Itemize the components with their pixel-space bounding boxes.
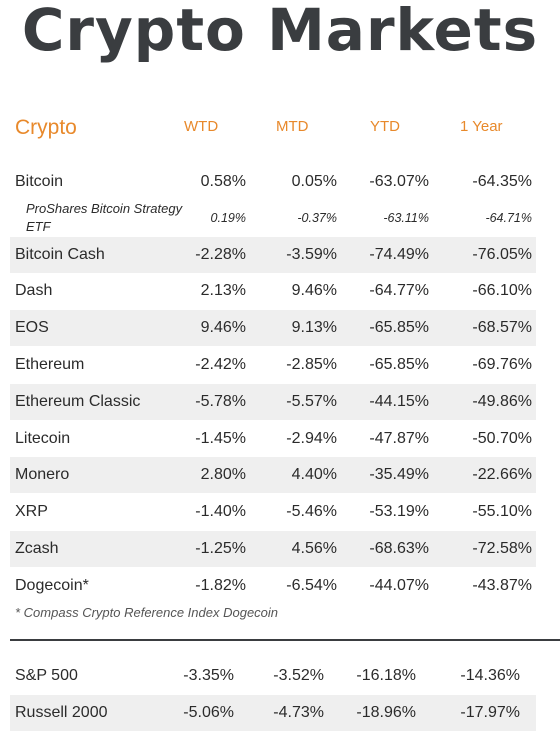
row-wtd: 2.80%: [200, 466, 246, 483]
table-row: EOS 9.46% 9.13% -65.85% -68.57%: [10, 310, 536, 346]
row-name: Ethereum Classic: [15, 393, 141, 410]
row-wtd: 0.58%: [200, 173, 246, 190]
row-name: ProShares Bitcoin Strategy ETF: [26, 201, 183, 234]
index-row: S&P 500 -3.35% -3.52% -16.18% -14.36%: [10, 658, 536, 694]
section-divider: [10, 639, 560, 641]
row-name: Russell 2000: [15, 704, 108, 721]
row-1-year: -68.57%: [472, 319, 532, 336]
row-1-year: -50.70%: [472, 430, 532, 447]
row-mtd: -2.94%: [286, 430, 337, 447]
row-name: Monero: [15, 466, 70, 483]
table-row: Litecoin -1.45% -2.94% -47.87% -50.70%: [10, 421, 536, 457]
row-1-year: -76.05%: [472, 246, 532, 263]
row-name: Dash: [15, 282, 53, 299]
row-ytd: -68.63%: [369, 540, 429, 557]
row-1-year: -64.35%: [472, 173, 532, 190]
row-ytd: -18.96%: [356, 704, 416, 721]
row-1-year: -14.36%: [460, 667, 520, 684]
row-name: Zcash: [15, 540, 59, 557]
row-1-year: -22.66%: [472, 466, 532, 483]
section-header-crypto: Crypto: [15, 116, 77, 139]
row-wtd: -2.42%: [195, 356, 246, 373]
row-1-year: -17.97%: [460, 704, 520, 721]
row-mtd: -4.73%: [273, 704, 324, 721]
row-wtd: 9.46%: [200, 319, 246, 336]
table-row: Dogecoin* -1.82% -6.54% -44.07% -43.87%: [10, 568, 536, 604]
row-name: Bitcoin Cash: [15, 246, 105, 263]
row-mtd: 9.46%: [291, 282, 337, 299]
row-mtd: 0.05%: [291, 173, 337, 190]
table-row: Ethereum Classic -5.78% -5.57% -44.15% -…: [10, 384, 536, 420]
table-row: Ethereum -2.42% -2.85% -65.85% -69.76%: [10, 347, 536, 383]
row-ytd: -63.07%: [369, 173, 429, 190]
column-header-1-year: 1 Year: [460, 118, 503, 135]
row-mtd: -3.52%: [273, 667, 324, 684]
column-header-mtd: MTD: [276, 118, 309, 135]
row-1-year: -72.58%: [472, 540, 532, 557]
row-name: S&P 500: [15, 667, 78, 684]
row-ytd: -44.07%: [369, 577, 429, 594]
row-1-year: -49.86%: [472, 393, 532, 410]
row-1-year: -55.10%: [472, 503, 532, 520]
row-wtd: 2.13%: [200, 282, 246, 299]
row-name: EOS: [15, 319, 49, 336]
row-mtd: 4.40%: [291, 466, 337, 483]
row-wtd: -1.40%: [195, 503, 246, 520]
table-row: Dash 2.13% 9.46% -64.77% -66.10%: [10, 273, 536, 309]
row-wtd: -5.78%: [195, 393, 246, 410]
row-ytd: -63.11%: [383, 211, 429, 225]
row-ytd: -35.49%: [369, 466, 429, 483]
row-mtd: 4.56%: [291, 540, 337, 557]
row-wtd: -1.45%: [195, 430, 246, 447]
row-mtd: -6.54%: [286, 577, 337, 594]
row-ytd: -65.85%: [369, 356, 429, 373]
footnote: * Compass Crypto Reference Index Dogecoi…: [15, 605, 279, 620]
row-wtd: -1.82%: [195, 577, 246, 594]
table-row: Monero 2.80% 4.40% -35.49% -22.66%: [10, 457, 536, 493]
row-name: XRP: [15, 503, 48, 520]
row-ytd: -16.18%: [356, 667, 416, 684]
row-ytd: -74.49%: [369, 246, 429, 263]
row-1-year: -69.76%: [472, 356, 532, 373]
row-wtd: -5.06%: [183, 704, 234, 721]
page-title: Crypto Markets: [21, 0, 539, 64]
row-ytd: -65.85%: [369, 319, 429, 336]
row-ytd: -64.77%: [369, 282, 429, 299]
row-mtd: -3.59%: [286, 246, 337, 263]
row-ytd: -47.87%: [369, 430, 429, 447]
table-row: Zcash -1.25% 4.56% -68.63% -72.58%: [10, 531, 536, 567]
row-1-year: -64.71%: [485, 211, 532, 225]
index-row: Russell 2000 -5.06% -4.73% -18.96% -17.9…: [10, 695, 536, 731]
row-ytd: -53.19%: [369, 503, 429, 520]
row-mtd: -5.46%: [286, 503, 337, 520]
row-name: Bitcoin: [15, 173, 64, 190]
row-mtd: 9.13%: [291, 319, 337, 336]
row-ytd: -44.15%: [369, 393, 429, 410]
table-row: Bitcoin Cash -2.28% -3.59% -74.49% -76.0…: [10, 237, 536, 273]
row-wtd: -1.25%: [195, 540, 246, 557]
row-name: Ethereum: [15, 356, 85, 373]
column-header-wtd: WTD: [184, 118, 219, 135]
table-row: Bitcoin 0.58% 0.05% -63.07% -64.35%: [10, 164, 536, 200]
row-mtd: -5.57%: [286, 393, 337, 410]
row-1-year: -43.87%: [472, 577, 532, 594]
row-wtd: -3.35%: [183, 667, 234, 684]
row-1-year: -66.10%: [472, 282, 532, 299]
row-mtd: -2.85%: [286, 356, 337, 373]
row-name: Litecoin: [15, 430, 71, 447]
column-header-ytd: YTD: [370, 118, 400, 135]
row-wtd: 0.19%: [210, 211, 246, 225]
row-name: Dogecoin*: [15, 577, 89, 594]
row-wtd: -2.28%: [195, 246, 246, 263]
table-row: XRP -1.40% -5.46% -53.19% -55.10%: [10, 494, 536, 530]
table-row-sub: ProShares Bitcoin Strategy ETF 0.19% -0.…: [10, 200, 536, 236]
row-mtd: -0.37%: [297, 211, 337, 225]
